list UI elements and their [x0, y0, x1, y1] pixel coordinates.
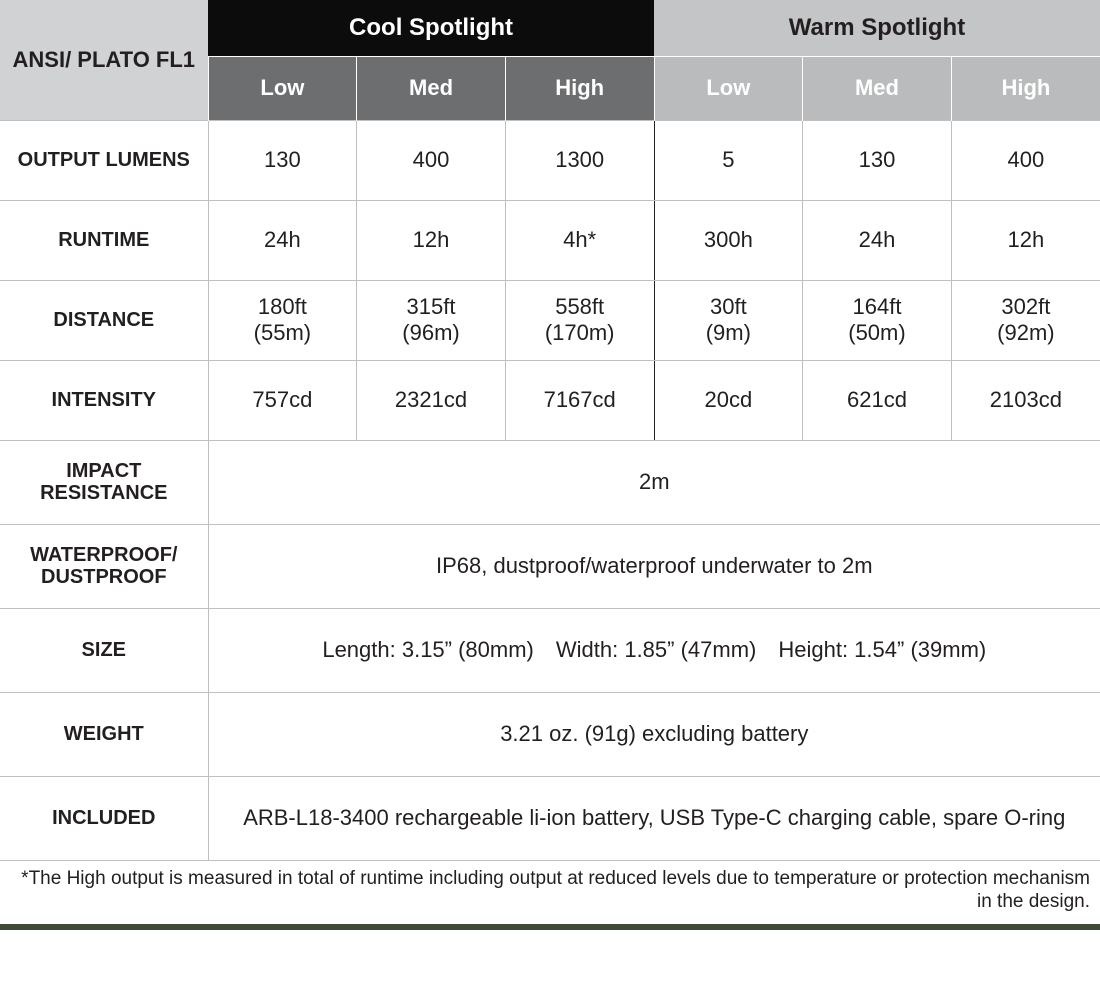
row-distance: DISTANCE 180ft (55m) 315ft (96m) 558ft (… — [0, 280, 1100, 360]
cell-span: 2m — [208, 440, 1100, 524]
sub-header-cool-low: Low — [208, 56, 357, 120]
cell: 20cd — [654, 360, 803, 440]
cell: 302ft (92m) — [951, 280, 1100, 360]
cell: 5 — [654, 120, 803, 200]
bottom-bar-row — [0, 924, 1100, 930]
row-label: SIZE — [0, 608, 208, 692]
footnote-text: *The High output is measured in total of… — [0, 860, 1100, 924]
corner-label: ANSI/ PLATO FL1 — [0, 0, 208, 120]
row-label: DISTANCE — [0, 280, 208, 360]
cell: 12h — [951, 200, 1100, 280]
cell-span: Length: 3.15” (80mm) Width: 1.85” (47mm)… — [208, 608, 1100, 692]
cell: 2321cd — [357, 360, 506, 440]
sub-header-cool-high: High — [505, 56, 654, 120]
sub-header-warm-high: High — [951, 56, 1100, 120]
sub-header-cool-med: Med — [357, 56, 506, 120]
cell: 621cd — [803, 360, 952, 440]
bottom-bar — [0, 924, 1100, 930]
cell: 130 — [803, 120, 952, 200]
cell: 30ft (9m) — [654, 280, 803, 360]
cell: 12h — [357, 200, 506, 280]
row-output-lumens: OUTPUT LUMENS 130 400 1300 5 130 400 — [0, 120, 1100, 200]
cell: 400 — [357, 120, 506, 200]
cell: 4h* — [505, 200, 654, 280]
cell: 24h — [803, 200, 952, 280]
row-included: INCLUDED ARB-L18-3400 rechargeable li-io… — [0, 776, 1100, 860]
cell: 7167cd — [505, 360, 654, 440]
group-header-cool: Cool Spotlight — [208, 0, 654, 56]
spec-table: ANSI/ PLATO FL1 Cool Spotlight Warm Spot… — [0, 0, 1100, 930]
footnote-row: *The High output is measured in total of… — [0, 860, 1100, 924]
row-weight: WEIGHT 3.21 oz. (91g) excluding battery — [0, 692, 1100, 776]
row-intensity: INTENSITY 757cd 2321cd 7167cd 20cd 621cd… — [0, 360, 1100, 440]
cell: 558ft (170m) — [505, 280, 654, 360]
cell: 300h — [654, 200, 803, 280]
row-waterproof: WATERPROOF/ DUSTPROOF IP68, dustproof/wa… — [0, 524, 1100, 608]
header-row-1: ANSI/ PLATO FL1 Cool Spotlight Warm Spot… — [0, 0, 1100, 56]
row-label: WATERPROOF/ DUSTPROOF — [0, 524, 208, 608]
row-impact-resistance: IMPACT RESISTANCE 2m — [0, 440, 1100, 524]
cell: 1300 — [505, 120, 654, 200]
cell: 180ft (55m) — [208, 280, 357, 360]
cell: 2103cd — [951, 360, 1100, 440]
cell-span: IP68, dustproof/waterproof underwater to… — [208, 524, 1100, 608]
cell-span: 3.21 oz. (91g) excluding battery — [208, 692, 1100, 776]
cell: 24h — [208, 200, 357, 280]
cell: 400 — [951, 120, 1100, 200]
sub-header-warm-med: Med — [803, 56, 952, 120]
row-label: IMPACT RESISTANCE — [0, 440, 208, 524]
cell: 130 — [208, 120, 357, 200]
cell: 757cd — [208, 360, 357, 440]
row-label: WEIGHT — [0, 692, 208, 776]
row-label: INTENSITY — [0, 360, 208, 440]
row-label: OUTPUT LUMENS — [0, 120, 208, 200]
cell: 315ft (96m) — [357, 280, 506, 360]
row-label: RUNTIME — [0, 200, 208, 280]
row-size: SIZE Length: 3.15” (80mm) Width: 1.85” (… — [0, 608, 1100, 692]
row-runtime: RUNTIME 24h 12h 4h* 300h 24h 12h — [0, 200, 1100, 280]
cell-span: ARB-L18-3400 rechargeable li-ion battery… — [208, 776, 1100, 860]
cell: 164ft (50m) — [803, 280, 952, 360]
row-label: INCLUDED — [0, 776, 208, 860]
sub-header-warm-low: Low — [654, 56, 803, 120]
group-header-warm: Warm Spotlight — [654, 0, 1100, 56]
